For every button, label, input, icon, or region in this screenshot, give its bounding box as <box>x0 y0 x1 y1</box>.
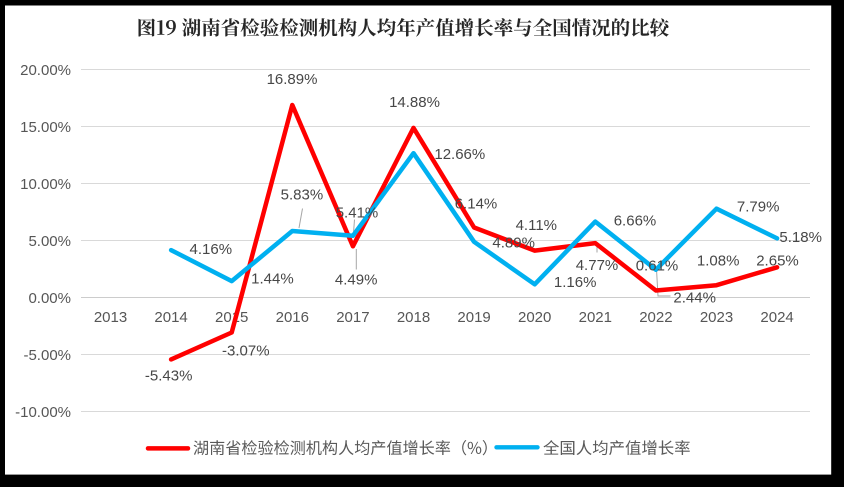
svg-text:6.14%: 6.14% <box>455 196 498 213</box>
svg-text:5.18%: 5.18% <box>779 229 822 246</box>
svg-text:12.66%: 12.66% <box>434 146 485 163</box>
svg-text:4.89%: 4.89% <box>492 234 535 251</box>
svg-text:-3.07%: -3.07% <box>222 343 270 360</box>
svg-text:2.65%: 2.65% <box>756 252 799 269</box>
svg-text:2023: 2023 <box>700 309 733 326</box>
svg-text:2018: 2018 <box>397 309 430 326</box>
svg-text:4.77%: 4.77% <box>576 257 619 274</box>
svg-text:4.11%: 4.11% <box>516 217 557 234</box>
svg-text:4.16%: 4.16% <box>190 241 233 258</box>
svg-text:0.00%: 0.00% <box>28 290 71 307</box>
svg-text:2014: 2014 <box>154 309 187 326</box>
svg-text:1.16%: 1.16% <box>554 274 597 291</box>
svg-text:2019: 2019 <box>457 309 490 326</box>
svg-text:2024: 2024 <box>760 309 793 326</box>
svg-text:2.44%: 2.44% <box>673 290 716 307</box>
svg-text:5.00%: 5.00% <box>28 233 71 250</box>
svg-text:0.61%: 0.61% <box>636 257 679 274</box>
svg-text:2020: 2020 <box>518 309 551 326</box>
svg-text:5.41%: 5.41% <box>336 204 379 221</box>
svg-text:15.00%: 15.00% <box>20 119 71 136</box>
svg-text:1.44%: 1.44% <box>251 271 294 288</box>
svg-text:10.00%: 10.00% <box>20 176 71 193</box>
svg-text:-10.00%: -10.00% <box>15 404 71 421</box>
svg-text:2013: 2013 <box>94 309 127 326</box>
svg-text:5.83%: 5.83% <box>281 187 324 204</box>
svg-text:-5.43%: -5.43% <box>145 368 193 385</box>
svg-text:1.08%: 1.08% <box>697 252 740 269</box>
svg-text:2017: 2017 <box>336 309 369 326</box>
svg-text:6.66%: 6.66% <box>614 213 657 230</box>
svg-text:14.88%: 14.88% <box>389 94 440 111</box>
svg-text:2015: 2015 <box>215 309 248 326</box>
svg-text:20.00%: 20.00% <box>20 62 71 79</box>
svg-text:-5.00%: -5.00% <box>23 347 71 364</box>
svg-text:16.89%: 16.89% <box>267 71 318 88</box>
svg-text:7.79%: 7.79% <box>737 199 780 216</box>
svg-text:2016: 2016 <box>276 309 309 326</box>
svg-text:4.49%: 4.49% <box>335 272 378 289</box>
svg-text:2022: 2022 <box>639 309 672 326</box>
svg-text:2021: 2021 <box>579 309 612 326</box>
